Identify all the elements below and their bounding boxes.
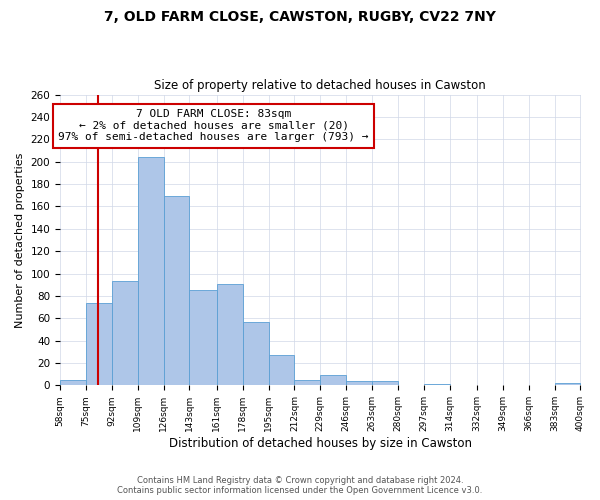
Bar (346, 381, 372, 386)
Bar (86, 302, 112, 386)
Title: Size of property relative to detached houses in Cawston: Size of property relative to detached ho… (154, 79, 486, 92)
X-axis label: Distribution of detached houses by size in Cawston: Distribution of detached houses by size … (169, 437, 472, 450)
Bar (164, 196, 190, 386)
Y-axis label: Number of detached properties: Number of detached properties (15, 152, 25, 328)
Bar (269, 355, 295, 386)
Text: Contains HM Land Registry data © Crown copyright and database right 2024.
Contai: Contains HM Land Registry data © Crown c… (118, 476, 482, 495)
Bar (424, 384, 449, 386)
Bar (137, 157, 164, 386)
Bar (372, 381, 398, 386)
Bar (112, 282, 137, 386)
Text: 7 OLD FARM CLOSE: 83sqm
← 2% of detached houses are smaller (20)
97% of semi-det: 7 OLD FARM CLOSE: 83sqm ← 2% of detached… (58, 109, 369, 142)
Bar (295, 380, 320, 386)
Text: 7, OLD FARM CLOSE, CAWSTON, RUGBY, CV22 7NY: 7, OLD FARM CLOSE, CAWSTON, RUGBY, CV22 … (104, 10, 496, 24)
Bar (190, 290, 217, 386)
Bar (554, 383, 580, 386)
Bar (217, 284, 242, 386)
Bar (320, 376, 346, 386)
Bar (60, 380, 86, 386)
Bar (242, 322, 269, 386)
